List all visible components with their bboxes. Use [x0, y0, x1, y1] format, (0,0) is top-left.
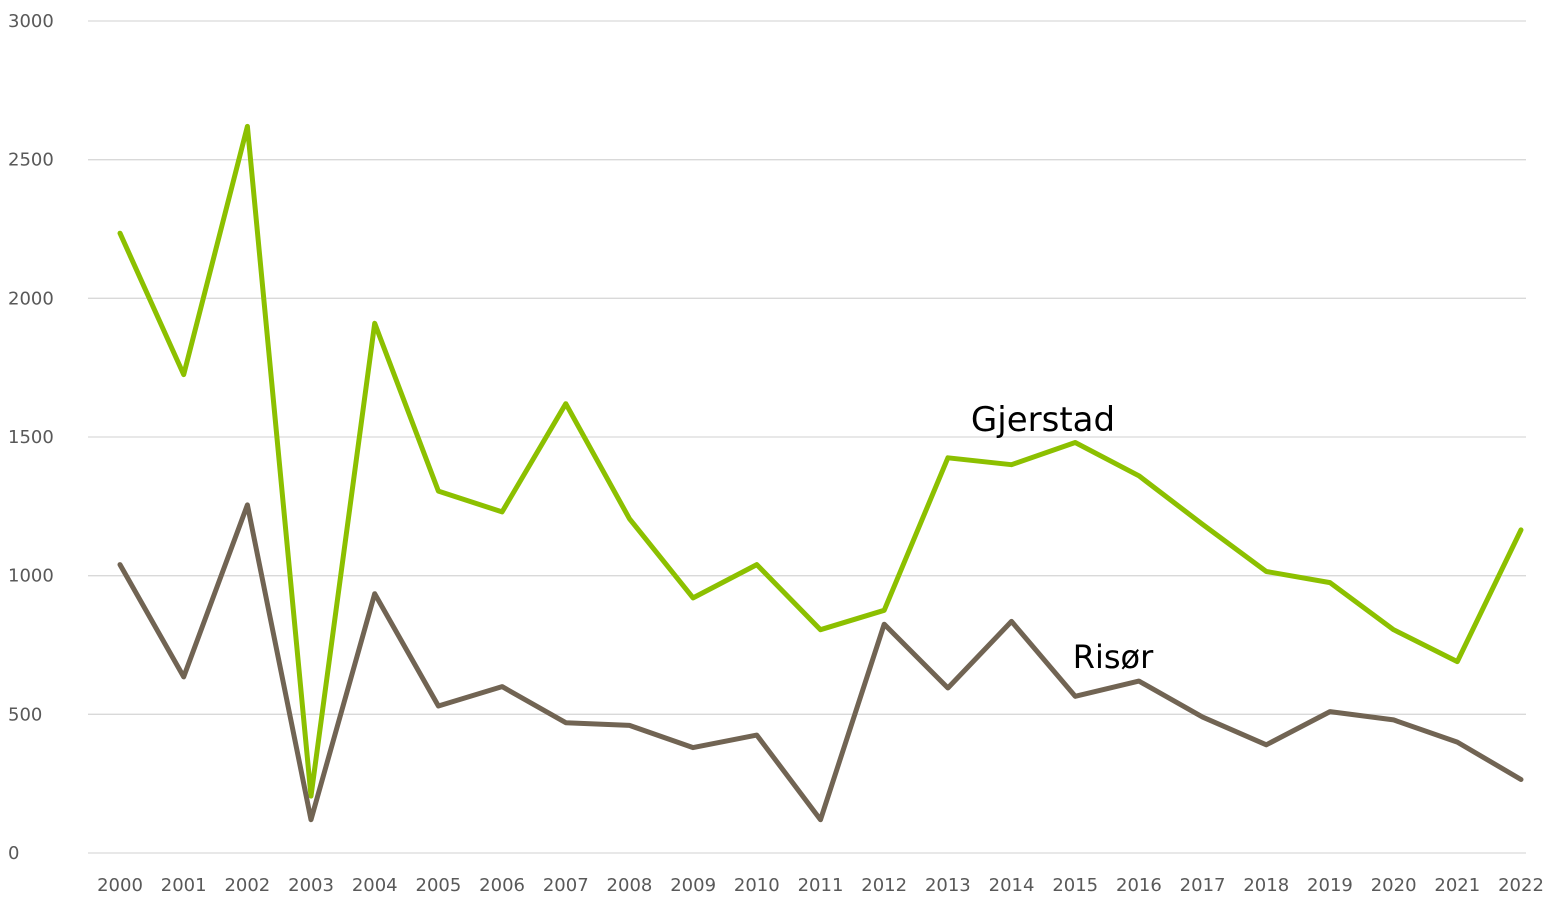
series-label: Risør	[1073, 638, 1154, 676]
x-tick-label: 2007	[543, 875, 589, 896]
x-tick-label: 2019	[1307, 875, 1353, 896]
y-tick-label: 1500	[8, 427, 54, 448]
y-tick-label: 1000	[8, 566, 54, 587]
y-axis-ticks: 0 500 1000 1500 2000 2500 3000	[8, 11, 54, 864]
x-tick-label: 2016	[1116, 875, 1162, 896]
x-tick-label: 2014	[989, 875, 1035, 896]
x-tick-label: 2017	[1180, 875, 1226, 896]
x-tick-label: 2008	[607, 875, 653, 896]
series-line-ris-r	[117, 502, 1524, 823]
x-tick-label: 2022	[1498, 875, 1544, 896]
y-tick-label: 2500	[8, 150, 54, 171]
x-tick-label: 2013	[925, 875, 971, 896]
y-tick-label: 2000	[8, 288, 54, 309]
x-tick-label: 2006	[479, 875, 525, 896]
x-tick-label: 2001	[161, 875, 207, 896]
x-axis-ticks: 2000 2001 2002 2003 2004 2005 2006 2007 2008 2009…	[97, 875, 1544, 896]
x-tick-label: 2000	[97, 875, 143, 896]
x-tick-label: 2012	[861, 875, 907, 896]
y-tick-label: 0	[8, 843, 19, 864]
x-tick-label: 2005	[416, 875, 462, 896]
x-tick-label: 2004	[352, 875, 398, 896]
x-tick-label: 2018	[1243, 875, 1289, 896]
gridlines	[88, 20, 1526, 854]
x-tick-label: 2002	[224, 875, 270, 896]
series-label: Gjerstad	[971, 400, 1115, 440]
x-tick-label: 2003	[288, 875, 334, 896]
y-tick-label: 500	[8, 704, 42, 725]
x-tick-label: 2011	[798, 875, 844, 896]
series-labels: Gjerstad Risør	[971, 400, 1154, 676]
x-tick-label: 2015	[1052, 875, 1098, 896]
x-tick-label: 2020	[1371, 875, 1417, 896]
x-tick-label: 2010	[734, 875, 780, 896]
x-tick-label: 2009	[670, 875, 716, 896]
y-tick-label: 3000	[8, 11, 54, 32]
x-tick-label: 2021	[1434, 875, 1480, 896]
series-lines	[117, 123, 1524, 823]
series-line-gjerstad	[117, 123, 1524, 799]
